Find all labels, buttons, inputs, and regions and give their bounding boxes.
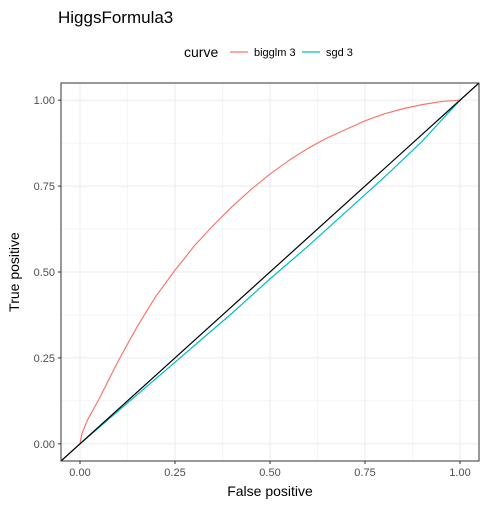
x-axis: 0.00 0.25 0.50 0.75 1.00 <box>69 461 471 479</box>
y-tick-label-0: 0.00 <box>34 439 55 451</box>
y-tick-label-2: 0.50 <box>34 267 55 279</box>
series-line-sgd-3 <box>79 99 461 445</box>
y-tick-label-3: 0.75 <box>34 181 55 193</box>
legend-item-sgd-3: sgd 3 <box>302 47 353 59</box>
y-axis-title: True positive <box>6 232 22 312</box>
legend-label-sgd-3: sgd 3 <box>326 47 353 59</box>
y-tick-label-4: 1.00 <box>34 95 55 107</box>
legend-title: curve <box>184 44 218 60</box>
legend: curve bigglm 3 sgd 3 <box>184 44 353 60</box>
series-line-bigglm-3 <box>79 99 461 444</box>
x-tick-label-4: 1.00 <box>449 467 470 479</box>
x-tick-label-3: 0.75 <box>354 467 375 479</box>
x-tick-label-2: 0.50 <box>259 467 280 479</box>
y-tick-label-1: 0.25 <box>34 353 55 365</box>
legend-label-bigglm-3: bigglm 3 <box>254 47 296 59</box>
x-tick-label-1: 0.25 <box>164 467 185 479</box>
chart-title: HiggsFormula3 <box>58 8 173 27</box>
x-tick-label-0: 0.00 <box>69 467 90 479</box>
x-axis-title: False positive <box>227 483 313 499</box>
legend-item-bigglm-3: bigglm 3 <box>230 47 296 59</box>
series-layer <box>60 82 480 462</box>
y-axis: 0.00 0.25 0.50 0.75 1.00 <box>34 95 61 451</box>
diagonal-reference-line <box>60 82 480 462</box>
grid-major <box>61 83 479 461</box>
